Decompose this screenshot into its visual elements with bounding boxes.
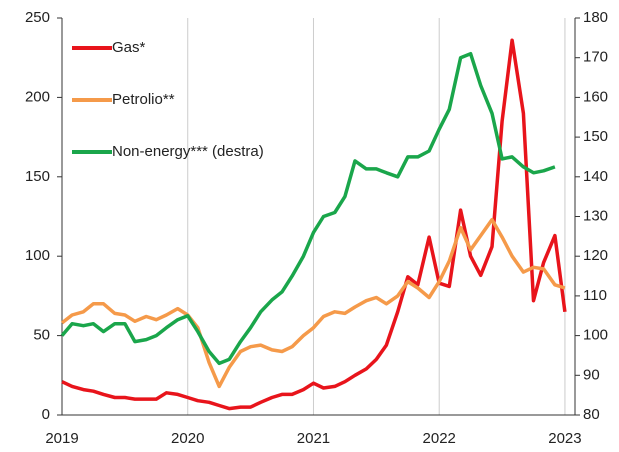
y2-tick-label: 90 [583, 366, 600, 383]
x-tick-label: 2023 [548, 430, 581, 447]
x-tick-label: 2022 [423, 430, 456, 447]
line-series [60, 217, 566, 389]
y-tick-label: 100 [25, 247, 50, 264]
y2-tick-label: 160 [583, 88, 608, 105]
y-tick-label: 200 [25, 88, 50, 105]
y-tick-label: 150 [25, 168, 50, 185]
x-tick-label: 2019 [45, 430, 78, 447]
y2-tick-label: 150 [583, 128, 608, 145]
line-series [61, 38, 567, 411]
line-series [60, 51, 556, 366]
y2-tick-label: 110 [583, 287, 607, 304]
legend-label: Non-energy*** (destra) [112, 143, 264, 160]
x-tick-label: 2021 [297, 430, 330, 447]
y2-tick-label: 170 [583, 49, 608, 66]
y2-tick-label: 120 [583, 247, 608, 264]
y2-tick-label: 80 [583, 406, 600, 423]
x-tick-label: 2020 [171, 430, 204, 447]
y-tick-label: 0 [42, 406, 50, 423]
y2-tick-label: 180 [583, 9, 608, 26]
y2-tick-label: 140 [583, 168, 608, 185]
y-tick-label: 250 [25, 9, 50, 26]
legend-label: Petrolio** [112, 91, 175, 108]
y2-tick-label: 130 [583, 207, 608, 224]
y-tick-label: 50 [33, 327, 50, 344]
legend-label: Gas* [112, 39, 146, 56]
y2-tick-label: 100 [583, 327, 608, 344]
